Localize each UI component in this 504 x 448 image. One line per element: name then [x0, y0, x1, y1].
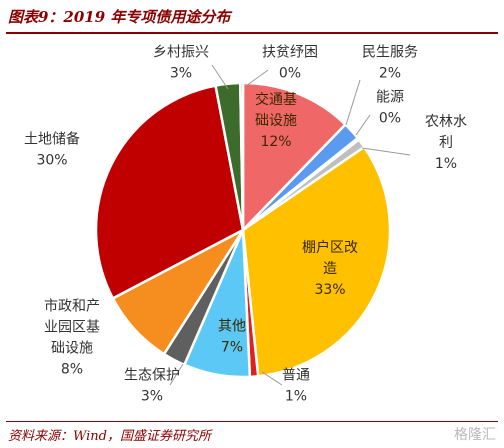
- watermark: 格隆汇: [454, 427, 496, 443]
- slice-label-6: 普通 1%: [282, 368, 310, 405]
- slice-label-7: 其他 7%: [218, 319, 246, 356]
- leader-line-3: [355, 114, 371, 136]
- pie-slice-10: [94, 84, 245, 300]
- leader-line-4: [361, 147, 411, 156]
- slice-label-4: 农林水利 1%: [425, 114, 467, 172]
- slice-label-1: 交通基础设施 12%: [255, 91, 297, 150]
- title-rule: [6, 32, 498, 34]
- slice-label-12: 扶贫纾困 0%: [262, 45, 318, 82]
- footer-rule: [6, 421, 498, 422]
- leader-line-12: [245, 69, 269, 87]
- slice-label-3: 能源 0%: [376, 90, 404, 127]
- slice-label-8: 生态保护 3%: [124, 368, 180, 405]
- slice-label-10: 土地储备 30%: [24, 131, 80, 169]
- source-note: 资料来源：Wind，国盛证券研究所: [8, 429, 211, 444]
- pie-slice-5: [241, 145, 392, 378]
- slice-label-11: 乡村振兴 3%: [153, 45, 209, 82]
- leader-line-6: [261, 371, 283, 386]
- pie-slice-12: [238, 81, 245, 232]
- chart-title: 图表9：2019 年专项债用途分布: [8, 8, 231, 26]
- leader-line-2: [345, 79, 361, 126]
- leader-line-11: [211, 64, 229, 90]
- slice-label-9: 市政和产业园区基础设施 8%: [44, 298, 100, 378]
- slice-label-2: 民生服务 2%: [362, 45, 418, 82]
- slice-label-5: 棚户区改造 33%: [302, 239, 358, 298]
- pie-chart: 交通基础设施 12% 民生服务 2% 能源 0% 农林水利 1% 棚户区改造 33% 普通 1% 其他 7…: [24, 45, 467, 405]
- leader-line-8: [169, 363, 184, 386]
